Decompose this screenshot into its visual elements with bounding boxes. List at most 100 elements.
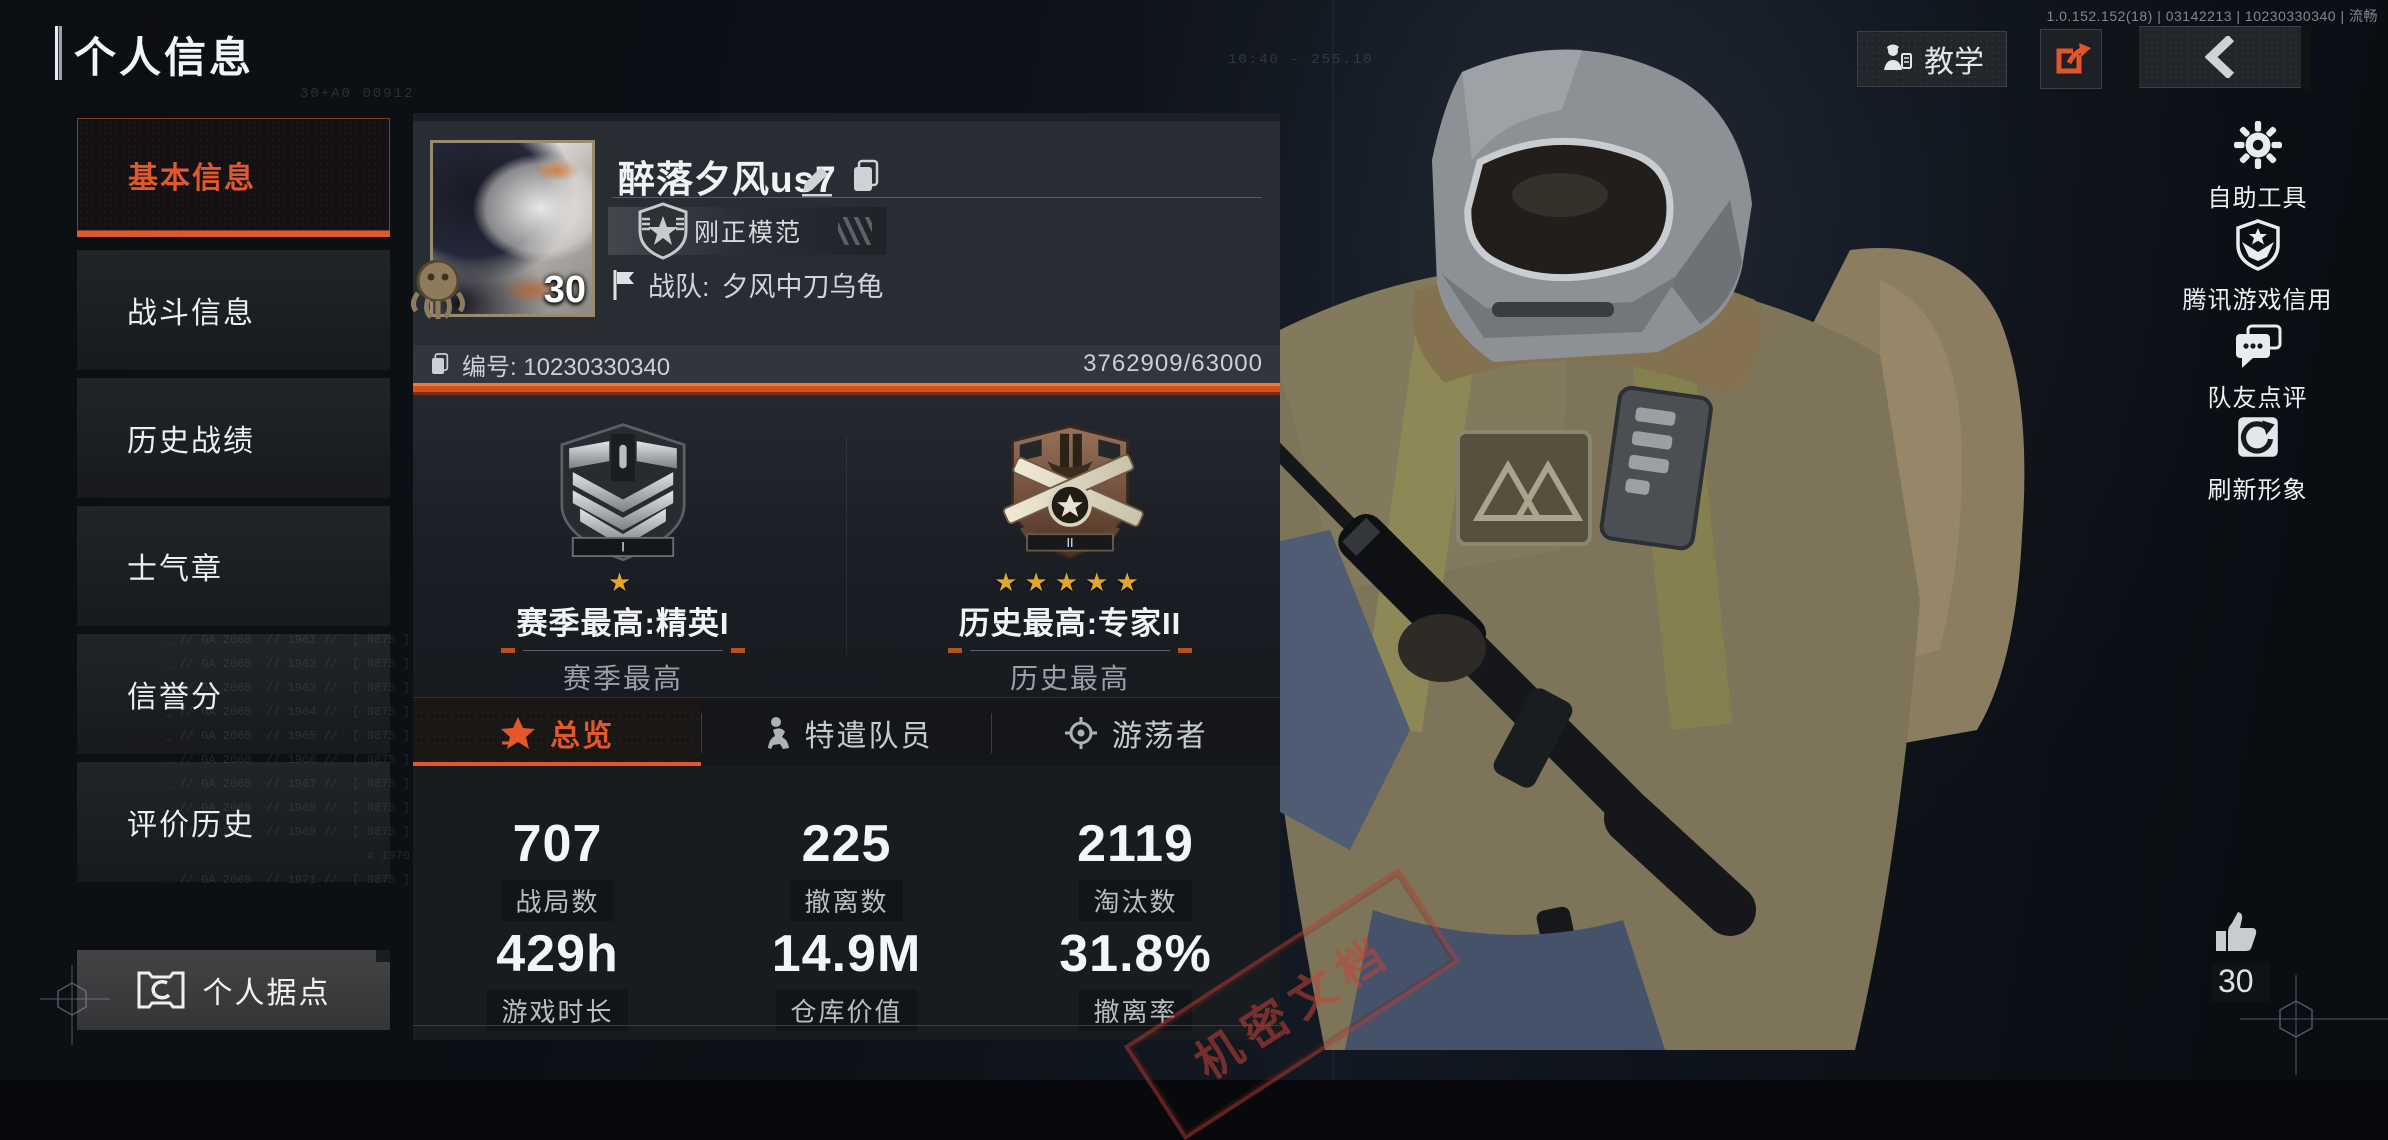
divider — [501, 648, 745, 653]
sidebar-item-label: 基本信息 — [128, 161, 256, 195]
player-id-text: 编号: 10230330340 — [462, 353, 671, 381]
season-rank-block: I ★ 赛季最高:精英I 赛季最高 — [413, 395, 833, 697]
base-icon — [137, 971, 184, 1009]
avatar[interactable]: 30 — [430, 140, 595, 317]
button-endcap — [2301, 25, 2311, 91]
divider — [990, 712, 992, 753]
credit-shield-icon — [2235, 219, 2280, 271]
xp-progress-bar — [413, 383, 1280, 395]
sidebar-item-label: 历史战绩 — [127, 425, 255, 458]
sidebar-item-label: 士气章 — [127, 553, 223, 586]
action-label: 刷新形象 — [2207, 477, 2308, 504]
identity-section: 30 醉落夕风us7 刚正模范 — [410, 113, 1280, 345]
chat-icon — [2235, 324, 2281, 368]
divider — [701, 712, 703, 753]
stat-value: 429h — [496, 925, 619, 983]
soldier-character-render — [1090, 49, 2025, 1050]
flag-icon — [613, 269, 634, 300]
history-rank-block: II ★★★★★ 历史最高:专家II 历史最高 — [860, 395, 1280, 697]
sidebar-item-label: 评价历史 — [127, 809, 255, 842]
copy-id-icon[interactable] — [430, 351, 450, 377]
title-accent-bar — [55, 26, 62, 80]
stat-value: 31.8% — [1059, 925, 1212, 983]
sidebar-item-combat-info[interactable]: 战斗信息 — [77, 250, 390, 370]
share-button[interactable] — [2040, 29, 2102, 89]
team-row: 战队: 夕风中刀乌龟 — [612, 265, 884, 304]
action-label: 腾讯游戏信用 — [2182, 287, 2333, 314]
hex-crosshair-deco — [40, 965, 110, 1045]
sidebar-item-credit-score[interactable]: 信誉分 — [77, 634, 390, 754]
sidebar-item-morale-medal[interactable]: 士气章 — [77, 506, 390, 626]
stat-battles: 707 战局数 — [413, 814, 702, 921]
copy-name-icon[interactable] — [851, 159, 881, 193]
history-rank-badge: II — [1002, 425, 1144, 560]
share-icon — [2056, 43, 2091, 74]
history-rank-caption: 历史最高 — [1009, 662, 1130, 694]
tab-overview[interactable]: 总览 — [413, 698, 702, 767]
rank-section: I ★ 赛季最高:精英I 赛季最高 — [413, 395, 1280, 697]
sidebar-item-personal-base[interactable]: 个人据点 — [77, 950, 390, 1030]
octopus-emblem-icon — [410, 259, 466, 319]
tab-wanderer[interactable]: 游荡者 — [992, 698, 1280, 767]
stat-value: 225 — [801, 815, 892, 873]
target-icon — [1064, 716, 1097, 749]
stat-extractions: 225 撤离数 — [702, 814, 991, 921]
edit-name-icon[interactable] — [799, 157, 835, 197]
page-title: 个人信息 — [74, 34, 255, 81]
hex-crosshair-deco — [2240, 975, 2388, 1075]
stat-stash-value: 14.9M 仓库价值 — [702, 924, 991, 1031]
sidebar-item-basic-info[interactable]: 基本信息 — [77, 118, 390, 231]
team-label: 战队: — [648, 272, 710, 302]
back-button[interactable] — [2129, 25, 2311, 91]
team-name: 夕风中刀乌龟 — [721, 272, 884, 302]
season-rank-badge: I — [560, 423, 686, 562]
stats-section: 707 战局数 225 撤离数 2119 淘汰数 429h 游戏时长 14.9M… — [413, 766, 1280, 1040]
stat-label: 战局数 — [501, 880, 614, 921]
stat-label: 撤离数 — [790, 880, 903, 921]
xp-progress-text: 3762909/63000 — [1083, 350, 1263, 377]
honor-badge-label: 刚正模范 — [694, 219, 803, 247]
button-endcap — [2129, 25, 2139, 91]
stat-value: 2119 — [1077, 815, 1194, 873]
tab-operator[interactable]: 特遣队员 — [702, 698, 990, 767]
stats-tab-bar: 总览 特遣队员 游荡者 — [413, 697, 1280, 767]
background-decal: 10:40 - 255.10 — [1228, 52, 1374, 68]
tutorial-label: 教学 — [1924, 46, 1984, 79]
sidebar-item-label: 信誉分 — [127, 681, 223, 714]
action-teammate-reviews[interactable]: 队友点评 — [2150, 322, 2365, 413]
action-refresh-appearance[interactable]: 刷新形象 — [2150, 412, 2365, 505]
action-tencent-game-credit[interactable]: 腾讯游戏信用 — [2150, 218, 2365, 315]
stat-label: 游戏时长 — [487, 990, 628, 1031]
corner-notch — [376, 950, 390, 962]
history-rank-stars: ★★★★★ — [994, 567, 1146, 598]
season-rank-title: 赛季最高:精英I — [516, 606, 730, 642]
gear-icon — [2233, 121, 2282, 169]
personal-base-label: 个人据点 — [202, 977, 331, 1010]
refresh-icon — [2237, 417, 2278, 457]
operator-icon — [768, 716, 790, 749]
season-rank-stars: ★ — [607, 567, 639, 598]
bg-debug-texture: _ // GA 2068 // 1961 // [ 0875 ] _ // GA… — [165, 633, 410, 887]
tutorial-button[interactable]: 教学 — [1857, 31, 2007, 87]
stat-value: 14.9M — [771, 925, 922, 983]
divider — [612, 197, 1262, 198]
action-label: 自助工具 — [2207, 185, 2308, 212]
sidebar-item-rating-history[interactable]: 评价历史 — [77, 762, 390, 882]
divider — [413, 1025, 1280, 1026]
divider — [846, 435, 847, 655]
honor-badge-bar[interactable]: 刚正模范 — [608, 202, 886, 260]
action-self-service-tools[interactable]: 自助工具 — [2150, 120, 2365, 213]
svg-text:II: II — [1066, 535, 1073, 550]
background-decal: 30+A0 00912 — [300, 86, 415, 102]
stat-eliminations: 2119 淘汰数 — [991, 814, 1280, 921]
stat-label: 仓库价值 — [776, 990, 917, 1031]
sidebar-item-history-record[interactable]: 历史战绩 — [77, 378, 390, 498]
divider — [948, 648, 1192, 653]
likes-count: 30 — [2212, 963, 2270, 1002]
tab-label: 游荡者 — [1111, 719, 1208, 753]
likes-widget[interactable]: 30 — [2212, 905, 2302, 1002]
stat-value: 707 — [512, 815, 603, 873]
player-name: 醉落夕风us7 — [618, 159, 837, 200]
player-level: 30 — [543, 269, 586, 311]
stat-label: 淘汰数 — [1079, 880, 1192, 921]
